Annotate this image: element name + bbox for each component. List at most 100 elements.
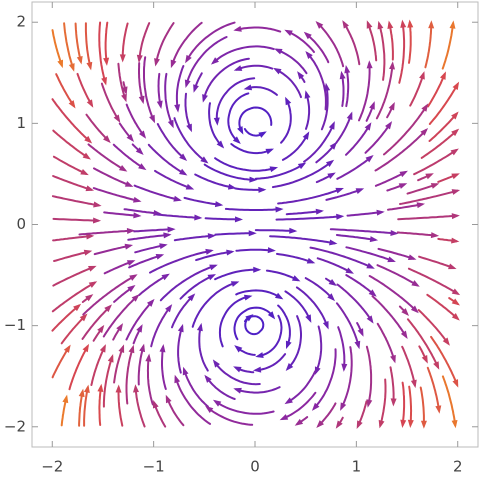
arrowhead xyxy=(275,206,284,213)
arrowhead xyxy=(448,263,457,270)
arrowhead xyxy=(439,71,446,80)
streamline xyxy=(396,231,438,237)
streamline xyxy=(337,326,346,370)
streamline xyxy=(254,353,287,372)
streamline xyxy=(254,229,296,232)
streamline xyxy=(306,52,327,111)
streamline xyxy=(274,68,302,99)
streamline xyxy=(286,315,302,370)
streamline xyxy=(159,264,216,302)
arrowhead xyxy=(182,366,189,376)
arrowhead xyxy=(80,168,89,176)
arrowhead xyxy=(285,340,292,350)
streamline xyxy=(104,21,109,64)
streamline xyxy=(92,187,140,202)
streamline xyxy=(371,295,407,338)
streamline xyxy=(428,112,458,142)
arrowhead xyxy=(234,345,243,353)
arrowhead xyxy=(237,126,244,135)
streamline xyxy=(441,22,455,70)
streamline xyxy=(345,123,371,156)
arrowhead xyxy=(356,420,363,429)
arrowhead xyxy=(85,185,95,192)
arrowhead xyxy=(113,114,121,123)
streamline xyxy=(214,268,260,281)
arrowhead xyxy=(233,65,243,71)
streamline xyxy=(82,274,136,316)
arrowhead xyxy=(389,61,396,70)
streamline xyxy=(100,82,120,122)
y-tick-label: −1 xyxy=(4,316,26,334)
streamline xyxy=(53,250,91,262)
arrowhead xyxy=(249,176,258,183)
arrowhead xyxy=(196,322,203,332)
arrowhead xyxy=(433,361,440,370)
streamline xyxy=(212,45,275,64)
arrowhead xyxy=(159,243,168,250)
y-tick-label: −2 xyxy=(4,417,26,435)
arrowhead xyxy=(274,292,284,300)
streamline xyxy=(102,295,139,338)
arrowhead xyxy=(258,131,267,138)
streamline xyxy=(375,63,394,120)
arrowhead xyxy=(186,123,192,133)
arrowhead xyxy=(154,58,160,67)
arrowhead xyxy=(82,343,90,353)
arrowhead xyxy=(369,236,379,243)
arrowhead xyxy=(63,344,71,353)
streamline xyxy=(420,129,458,159)
streamline xyxy=(441,375,457,427)
arrowhead xyxy=(101,77,107,86)
arrowhead xyxy=(205,248,214,255)
streamline xyxy=(198,324,209,372)
arrowhead xyxy=(97,383,104,393)
arrowhead xyxy=(253,266,262,273)
arrowhead xyxy=(88,265,97,272)
arrowhead xyxy=(73,303,82,312)
streamline xyxy=(281,391,317,420)
arrowhead xyxy=(133,212,142,219)
arrowhead xyxy=(97,324,105,334)
arrowhead xyxy=(340,402,347,411)
streamline xyxy=(336,155,373,180)
arrowhead xyxy=(430,232,440,239)
arrowhead xyxy=(136,324,143,333)
streamline xyxy=(150,305,172,348)
streamline xyxy=(138,274,169,296)
arrowhead xyxy=(390,354,396,364)
arrowhead xyxy=(398,183,408,189)
streamline xyxy=(364,122,392,154)
streamline xyxy=(374,129,427,172)
streamline xyxy=(83,386,89,427)
arrowhead xyxy=(407,254,417,261)
arrowhead xyxy=(339,70,346,80)
arrowhead xyxy=(107,354,114,363)
streamline xyxy=(90,345,106,386)
streamline xyxy=(303,122,335,163)
arrowhead xyxy=(451,128,460,137)
arrowhead xyxy=(139,343,146,353)
streamline xyxy=(55,73,75,107)
arrowhead xyxy=(86,61,93,71)
streamline xyxy=(78,390,84,427)
arrowhead xyxy=(285,96,292,106)
arrowhead xyxy=(285,363,294,371)
streamline xyxy=(340,346,353,410)
streamline xyxy=(399,189,459,205)
streamline xyxy=(154,169,193,190)
streamline xyxy=(157,72,162,107)
streamline xyxy=(117,62,127,101)
streamline xyxy=(408,385,413,426)
arrowhead xyxy=(159,344,166,353)
arrowhead xyxy=(267,311,276,320)
streamline xyxy=(315,325,323,374)
streamline xyxy=(173,117,208,163)
arrowhead xyxy=(88,281,98,288)
streamlines xyxy=(51,19,461,429)
arrowhead xyxy=(425,173,434,180)
arrowhead xyxy=(212,399,222,407)
arrowhead xyxy=(451,111,459,120)
x-tick-label: 1 xyxy=(352,458,362,476)
streamline xyxy=(146,355,154,406)
